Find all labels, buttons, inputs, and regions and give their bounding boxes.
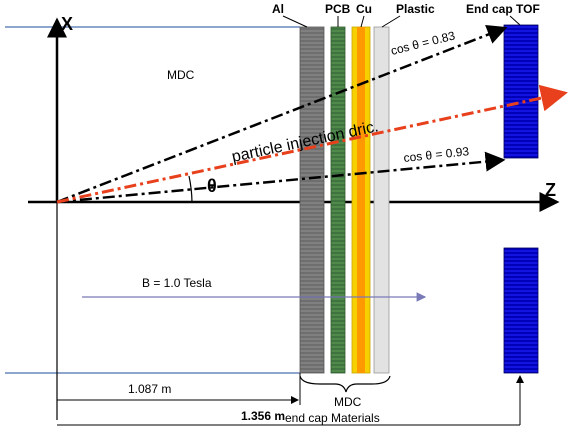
cos-093-line (56, 151, 506, 204)
tof-label: End cap TOF (466, 2, 540, 16)
dim-short-label: 1.087 m (128, 382, 171, 396)
tof-pointer (509, 15, 521, 26)
al-layer (299, 26, 325, 374)
plastic-label: Plastic (396, 2, 435, 16)
cos-083-line (56, 25, 508, 204)
brace-label-line2: end cap Materials (285, 411, 380, 425)
plastic-pointer (381, 15, 401, 28)
x-axis-label: X (61, 14, 73, 34)
mdc-region-label: MDC (167, 68, 195, 82)
cu-layer-inner (357, 27, 365, 373)
dim-long-label: 1.356 m (241, 409, 285, 423)
tof-lower-block (503, 247, 539, 374)
cu-pointer (360, 15, 365, 28)
cos-093-label: cos θ = 0.93 (403, 144, 470, 165)
al-pointer (282, 15, 308, 28)
theta-symbol: θ (207, 176, 217, 196)
pcb-label: PCB (325, 2, 351, 16)
pcb-layer (330, 26, 346, 374)
field-label: B = 1.0 Tesla (142, 276, 212, 290)
materials-brace (299, 375, 391, 393)
brace-label-line1: MDC (334, 395, 362, 409)
al-label: Al (272, 2, 284, 16)
theta-arc (188, 175, 193, 203)
z-axis-label: Z (545, 180, 556, 200)
plastic-layer (373, 26, 390, 374)
injection-line (56, 84, 568, 204)
cos-083-label: cos θ = 0.83 (389, 28, 456, 58)
cu-label: Cu (356, 2, 372, 16)
tof-upper-block (503, 24, 539, 159)
